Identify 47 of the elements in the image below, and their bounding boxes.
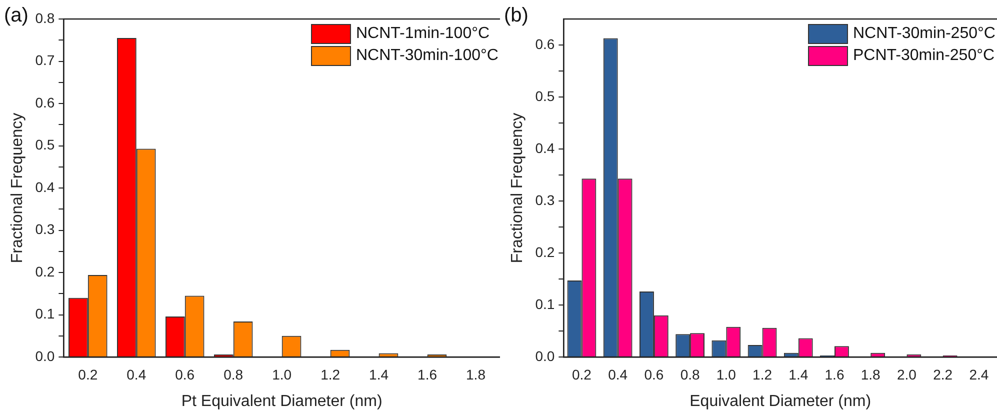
x-tick-label: 2.0 [896,366,917,382]
y-tick-label: 0.2 [35,263,55,280]
x-tick-label: 1.4 [369,366,389,382]
y-tick-label: 0.0 [35,348,55,364]
x-tick-label: 0.2 [78,366,98,382]
x-axis-title: Equivalent Diameter (nm) [690,392,872,410]
y-tick-label: 0.4 [35,178,55,195]
x-tick-label: 1.2 [752,366,772,382]
y-tick-label: 0.1 [535,296,555,312]
x-tick-label: 0.6 [175,366,195,382]
x-tick-label: 0.4 [126,366,146,382]
legend-label: PCNT-30min-250°C [853,46,995,66]
x-tick-label: 0.2 [572,366,592,382]
y-tick-label: 0.7 [35,52,55,68]
y-tick-label: 0.2 [535,244,555,260]
y-tick-label: 0.0 [535,348,555,364]
x-tick-label: 0.4 [608,366,628,382]
chart-title: (b) [504,4,528,27]
x-axis-title: Pt Equivalent Diameter (nm) [181,392,382,410]
x-tick-label: 1.0 [272,366,292,382]
y-tick-label: 0.5 [535,88,555,104]
x-tick-label: 1.2 [320,366,340,382]
x-tick-label: 0.8 [680,366,700,382]
y-tick-label: 0.6 [535,36,555,52]
y-tick-label: 0.6 [35,94,55,110]
x-tick-label: 1.6 [418,366,438,382]
legend-label: NCNT-30min-250°C [853,24,996,44]
chart-title: (a) [4,4,28,27]
y-tick-label: 0.5 [35,136,55,153]
x-tick-label: 1.8 [860,366,881,382]
y-tick-label: 0.3 [535,192,555,208]
x-tick-label: 1.4 [788,366,808,382]
x-tick-label: 0.6 [644,366,664,382]
x-tick-label: 1.0 [716,366,736,382]
y-axis-title: Fractional Frequency [9,112,26,264]
y-axis-title: Fractional Frequency [509,112,526,264]
x-tick-label: 2.2 [933,366,953,382]
x-tick-label: 2.4 [969,366,989,382]
y-tick-label: 0.1 [35,306,55,322]
x-tick-label: 0.8 [224,366,244,382]
legend-label: NCNT-1min-100°C [356,24,490,44]
y-tick-label: 0.4 [535,140,555,156]
x-tick-label: 1.8 [466,366,486,382]
x-tick-label: 1.6 [824,366,844,382]
y-tick-label: 0.8 [35,10,55,26]
y-tick-label: 0.3 [35,221,55,238]
legend-label: NCNT-30min-100°C [356,46,498,66]
